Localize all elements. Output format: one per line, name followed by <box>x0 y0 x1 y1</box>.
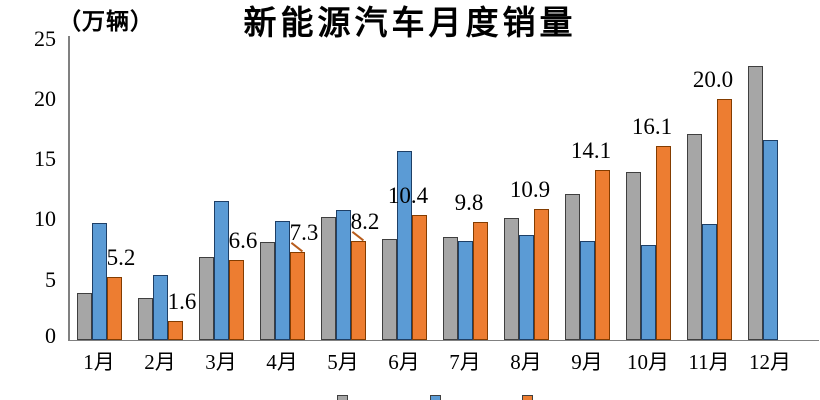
data-label-10.9: 10.9 <box>509 176 551 202</box>
legend-item-gray <box>337 393 353 400</box>
bar-gray-3月 <box>198 256 214 340</box>
data-label-20.0: 20.0 <box>692 66 734 92</box>
y-tick-label-25: 25 <box>34 25 56 51</box>
bar-blue-4月 <box>274 220 290 340</box>
bar-gray-4月 <box>259 242 275 340</box>
bar-gray-2月 <box>137 297 153 340</box>
y-tick-label-10: 10 <box>34 206 56 232</box>
bar-gray-8月 <box>503 218 519 340</box>
x-tick-label-11月: 11月 <box>688 350 730 374</box>
data-label-14.1: 14.1 <box>570 137 612 163</box>
bar-blue-9月 <box>579 241 595 340</box>
bar-blue-5月 <box>335 209 351 340</box>
data-label-5.2: 5.2 <box>106 245 136 271</box>
bar-orange-5月 <box>350 241 366 340</box>
chart-title: 新能源汽车月度销量 <box>243 6 577 42</box>
bar-orange-2月 <box>167 320 183 340</box>
bar-orange-6月 <box>411 214 427 340</box>
bar-orange-11月 <box>716 98 732 340</box>
bar-orange-7月 <box>472 221 488 340</box>
bar-gray-6月 <box>381 238 397 340</box>
bar-orange-10月 <box>655 145 671 340</box>
legend-swatch-gray <box>337 395 348 400</box>
bar-blue-11月 <box>701 224 717 340</box>
data-label-8.2: 8.2 <box>350 209 380 235</box>
x-axis-line <box>68 339 819 341</box>
x-tick-label-9月: 9月 <box>571 350 603 374</box>
bar-blue-2月 <box>152 274 168 340</box>
bar-gray-7月 <box>442 237 458 340</box>
legend-item-orange <box>522 393 538 400</box>
x-tick-label-7月: 7月 <box>449 350 481 374</box>
legend-swatch-blue <box>430 395 441 400</box>
x-tick-label-8月: 8月 <box>510 350 542 374</box>
y-tick-label-20: 20 <box>34 85 56 111</box>
bar-blue-6月 <box>396 150 412 340</box>
bar-orange-9月 <box>594 169 610 340</box>
y-axis-unit-label: （万辆） <box>58 9 154 34</box>
bar-orange-4月 <box>289 251 305 340</box>
legend-swatch-orange <box>522 395 533 400</box>
x-tick-label-12月: 12月 <box>749 350 791 374</box>
x-tick-label-6月: 6月 <box>388 350 420 374</box>
bar-blue-1月 <box>91 223 107 340</box>
x-tick-label-1月: 1月 <box>83 350 115 374</box>
bar-blue-10月 <box>640 244 656 340</box>
bar-gray-10月 <box>625 172 641 340</box>
data-label-7.3: 7.3 <box>289 219 319 245</box>
x-tick-label-2月: 2月 <box>144 350 176 374</box>
x-tick-label-3月: 3月 <box>205 350 237 374</box>
y-tick-label-5: 5 <box>45 266 56 292</box>
bar-gray-11月 <box>686 133 702 340</box>
data-label-1.6: 1.6 <box>167 288 197 314</box>
bar-orange-1月 <box>106 277 122 340</box>
x-tick-label-5月: 5月 <box>327 350 359 374</box>
bar-blue-7月 <box>457 241 473 340</box>
bar-orange-3月 <box>228 260 244 340</box>
x-tick-label-10月: 10月 <box>627 350 669 374</box>
y-tick-label-15: 15 <box>34 146 56 172</box>
bar-blue-8月 <box>518 235 534 340</box>
data-label-6.6: 6.6 <box>228 228 258 254</box>
data-label-9.8: 9.8 <box>454 189 484 215</box>
data-label-16.1: 16.1 <box>631 113 673 139</box>
bar-gray-1月 <box>76 292 92 340</box>
y-axis-line <box>68 36 70 340</box>
bar-orange-8月 <box>533 208 549 340</box>
data-label-10.4: 10.4 <box>387 182 429 208</box>
bar-gray-12月 <box>747 66 763 340</box>
bar-blue-3月 <box>213 201 229 340</box>
x-tick-label-4月: 4月 <box>266 350 298 374</box>
bar-blue-12月 <box>762 139 778 340</box>
y-tick-label-0: 0 <box>45 323 56 348</box>
bar-gray-5月 <box>320 216 336 340</box>
bar-gray-9月 <box>564 194 580 340</box>
legend-item-blue <box>430 393 446 400</box>
